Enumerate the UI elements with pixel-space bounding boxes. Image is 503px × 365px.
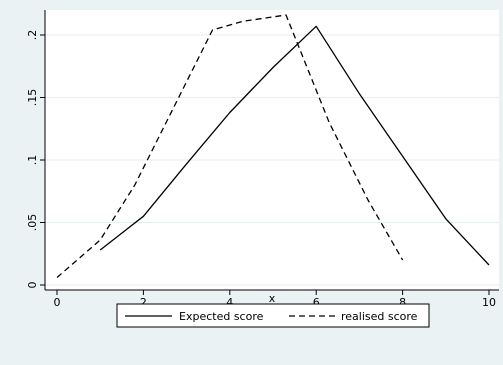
y-tick-label-4: .2 — [26, 30, 39, 41]
y-tick-label-0: 0 — [26, 282, 39, 289]
x-tick-label-0: 0 — [54, 296, 61, 309]
x-tick-label-1: 2 — [140, 296, 147, 309]
series-line-realised-score — [56, 14, 404, 278]
y-tick-label-2: .1 — [26, 155, 39, 166]
gridlines — [45, 34, 499, 286]
legend-label-realised-score: realised score — [341, 310, 418, 323]
legend-box — [116, 303, 430, 328]
x-tick-label-4: 8 — [399, 296, 406, 309]
plot-area — [45, 10, 499, 290]
y-tick-label-3: .15 — [26, 89, 39, 107]
x-tick-label-5: 10 — [482, 296, 496, 309]
y-tick-label-1: .05 — [26, 214, 39, 232]
x-axis-title: x — [269, 292, 276, 305]
legend: Expected score realised score — [116, 303, 430, 328]
axes: 0 .05 .1 .15 .2 0 2 4 6 8 10 — [26, 10, 499, 309]
series-lines — [56, 14, 490, 278]
x-tick-label-3: 6 — [313, 296, 320, 309]
series-line-expected-score — [99, 25, 490, 266]
legend-label-expected-score: Expected score — [179, 310, 264, 323]
x-tick-label-2: 4 — [226, 296, 233, 309]
